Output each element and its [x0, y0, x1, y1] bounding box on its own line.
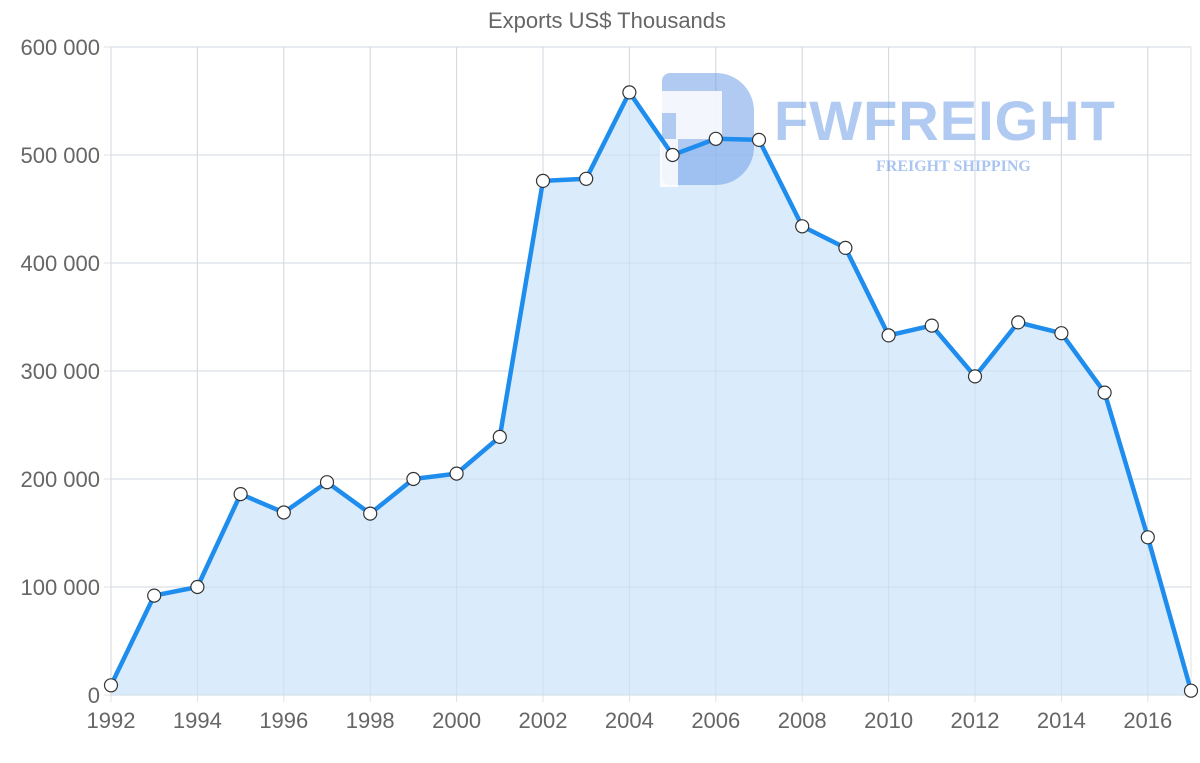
series-line — [108, 90, 1194, 693]
y-tick-label: 600 000 — [20, 35, 100, 60]
data-point-1995[interactable] — [233, 487, 248, 502]
x-tick-label: 1998 — [346, 708, 395, 733]
x-tick-label: 1992 — [87, 708, 136, 733]
data-points — [103, 85, 1199, 698]
x-tick-label: 2006 — [691, 708, 740, 733]
data-point-2004[interactable] — [622, 85, 637, 100]
y-tick-label: 200 000 — [20, 467, 100, 492]
y-tick-label: 400 000 — [20, 251, 100, 276]
data-point-2007[interactable] — [751, 132, 767, 147]
y-tick-label: 500 000 — [20, 143, 100, 168]
data-point-1998[interactable] — [363, 506, 378, 521]
data-point-1997[interactable] — [319, 475, 335, 490]
data-point-2001[interactable] — [492, 429, 507, 444]
data-point-2003[interactable] — [579, 171, 594, 186]
area-fill — [110, 46, 1191, 696]
data-point-2015[interactable] — [1097, 385, 1112, 400]
data-point-1992[interactable] — [103, 678, 119, 693]
x-tick-label: 2016 — [1123, 708, 1172, 733]
x-tick-label: 2008 — [778, 708, 827, 733]
axis-tick-labels: 0 100 000 200 000 300 000 400 000 500 000 600 … — [20, 35, 1172, 733]
data-point-2000[interactable] — [449, 466, 464, 481]
x-tick-label: 2000 — [432, 708, 481, 733]
y-tick-label: 100 000 — [20, 575, 100, 600]
data-point-2017[interactable] — [1183, 683, 1199, 698]
data-point-1994[interactable] — [190, 579, 205, 595]
data-point-2010[interactable] — [881, 328, 896, 343]
data-point-2002[interactable] — [535, 173, 551, 188]
data-point-2008[interactable] — [795, 219, 810, 234]
data-point-2012[interactable] — [967, 369, 983, 384]
series-line-path — [108, 90, 1194, 693]
x-tick-label: 2010 — [864, 708, 913, 733]
y-tick-label: 300 000 — [20, 359, 100, 384]
x-tick-label: 1996 — [259, 708, 308, 733]
chart-title: Exports US$ Thousands — [487, 8, 727, 33]
data-point-2009[interactable] — [838, 240, 853, 255]
x-tick-label: 2004 — [605, 708, 654, 733]
area-fill-path — [111, 92, 1191, 695]
x-tick-label: 1994 — [173, 708, 222, 733]
x-tick-label: 2014 — [1037, 708, 1086, 733]
data-point-2014[interactable] — [1054, 326, 1069, 341]
data-point-1999[interactable] — [406, 471, 421, 487]
data-point-2005[interactable] — [665, 147, 680, 163]
x-tick-label: 2012 — [951, 708, 1000, 733]
data-point-1996[interactable] — [276, 505, 291, 520]
data-point-2016[interactable] — [1140, 530, 1155, 545]
data-point-1993[interactable] — [147, 588, 162, 603]
data-point-2006[interactable] — [708, 131, 723, 146]
y-tick-label: 0 — [88, 683, 100, 708]
x-tick-label: 2002 — [519, 708, 568, 733]
data-point-2013[interactable] — [1011, 315, 1026, 330]
data-point-2011[interactable] — [924, 318, 939, 333]
